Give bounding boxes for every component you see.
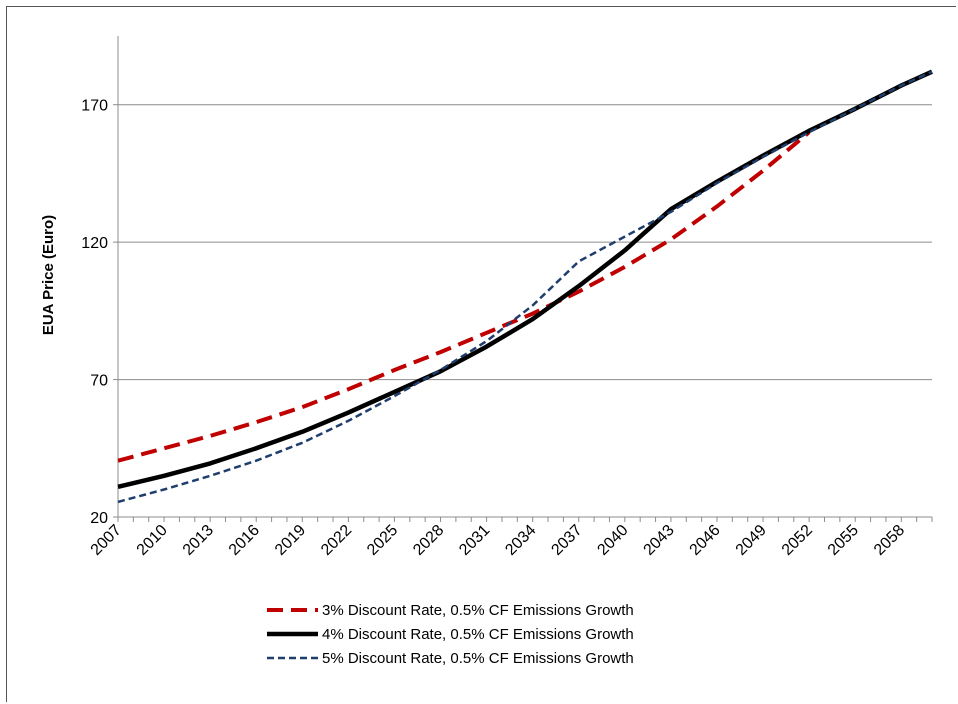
y-tick-labels: 20 70 120 170 [81,98,108,527]
legend-label: 3% Discount Rate, 0.5% CF Emissions Grow… [322,602,634,619]
x-tick-label: 2007 [88,522,125,559]
x-tick-label: 2031 [456,522,493,559]
x-tick-label: 2019 [272,522,309,559]
x-tick-label: 2010 [134,522,171,559]
gridlines [118,104,932,381]
x-tick-label: 2058 [871,522,908,559]
x-tick-label: 2040 [594,522,631,559]
x-tick-label: 2037 [548,522,585,559]
axes [113,36,933,522]
series-line-2 [117,69,933,489]
y-tick-label: 120 [81,235,108,252]
y-tick-label: 20 [90,510,108,527]
x-tick-label: 2025 [364,522,401,559]
y-tick-label: 70 [90,373,108,390]
legend-label: 4% Discount Rate, 0.5% CF Emissions Grow… [322,626,634,643]
x-tick-label: 2028 [410,522,447,559]
x-tick-label: 2049 [733,522,770,559]
x-tick-label: 2034 [502,522,539,559]
x-tick-label: 2052 [779,522,816,559]
y-axis-title: EUA Price (Euro) [40,215,57,335]
x-tick-label: 2013 [180,522,217,559]
legend-label: 5% Discount Rate, 0.5% CF Emissions Grow… [322,650,634,667]
x-tick-labels: 2007 2010 2013 2016 2019 2022 2025 2028 2031 2034… [88,522,909,559]
legend: 3% Discount Rate, 0.5% CF Emissions Grow… [267,602,634,667]
x-tick-label: 2055 [825,522,862,559]
x-tick-label: 2022 [318,522,355,559]
series-lines [117,69,933,504]
y-tick-label: 170 [81,98,108,115]
x-tick-label: 2046 [687,522,724,559]
series-line-3 [117,70,933,504]
x-tick-label: 2016 [226,522,263,559]
x-tick-label: 2043 [641,522,678,559]
series-line-1 [117,130,811,463]
chart-frame [6,6,956,702]
